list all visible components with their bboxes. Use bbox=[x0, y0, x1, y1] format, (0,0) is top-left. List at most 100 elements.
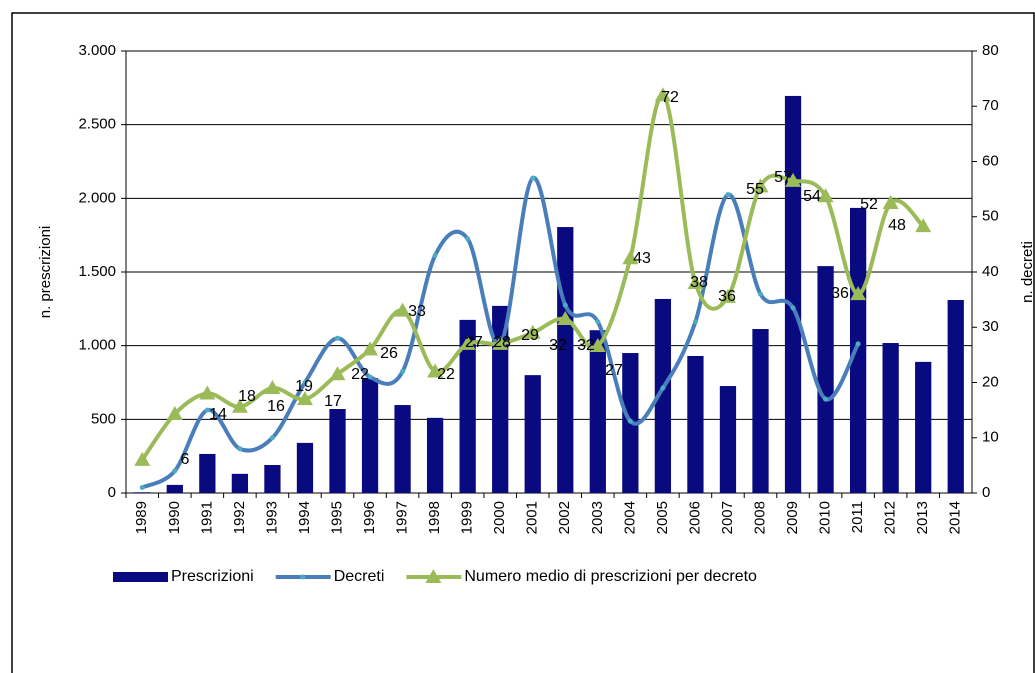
point bbox=[622, 250, 639, 265]
x-tick-label: 2013 bbox=[914, 501, 931, 534]
point bbox=[790, 305, 796, 311]
point bbox=[719, 288, 736, 303]
legend-marker bbox=[300, 574, 306, 580]
point bbox=[432, 252, 438, 258]
x-tick-label: 1991 bbox=[198, 501, 215, 534]
point bbox=[237, 446, 243, 452]
y2-tick-label: 20 bbox=[982, 373, 999, 390]
bar bbox=[426, 417, 444, 493]
point bbox=[394, 302, 411, 317]
bar bbox=[329, 409, 346, 493]
data-label: 6 bbox=[181, 451, 190, 468]
x-tick-label: 2008 bbox=[751, 501, 768, 534]
point bbox=[362, 341, 379, 356]
data-label: 27 bbox=[605, 362, 623, 379]
point bbox=[459, 335, 476, 350]
bar bbox=[394, 405, 411, 493]
x-tick-label: 2007 bbox=[719, 501, 736, 534]
point bbox=[660, 385, 666, 391]
data-label: 52 bbox=[860, 196, 878, 213]
point bbox=[589, 338, 606, 353]
bar bbox=[752, 329, 769, 493]
bar bbox=[557, 227, 574, 493]
data-label: 72 bbox=[661, 89, 679, 106]
y2-tick-label: 40 bbox=[982, 263, 999, 280]
point bbox=[264, 380, 281, 395]
bar bbox=[199, 453, 216, 493]
y-tick-label: 1.000 bbox=[78, 337, 116, 354]
data-label: 38 bbox=[690, 274, 708, 291]
data-label: 55 bbox=[746, 181, 764, 198]
legend-marker bbox=[425, 569, 442, 583]
point bbox=[524, 324, 541, 339]
y-tick-label: 500 bbox=[91, 410, 116, 427]
data-label: 22 bbox=[351, 366, 369, 383]
point bbox=[562, 302, 568, 308]
point bbox=[134, 451, 151, 466]
data-label: 32 bbox=[577, 337, 595, 354]
x-tick-label: 1992 bbox=[231, 501, 248, 534]
bar bbox=[134, 492, 151, 493]
data-label: 22 bbox=[437, 366, 455, 383]
point bbox=[427, 363, 444, 378]
y2-axis-title: n. decreti bbox=[1019, 241, 1035, 303]
point bbox=[687, 275, 704, 290]
point bbox=[530, 175, 536, 181]
y2-tick-label: 10 bbox=[982, 429, 999, 446]
point bbox=[492, 335, 509, 350]
y-axis-title: n. prescrizioni bbox=[37, 226, 54, 319]
data-label: 17 bbox=[324, 393, 342, 410]
point bbox=[752, 178, 769, 193]
x-tick-label: 2003 bbox=[589, 501, 606, 534]
x-tick-label: 1989 bbox=[133, 501, 150, 534]
legend-swatch bbox=[113, 572, 168, 582]
data-label: 14 bbox=[209, 406, 227, 423]
x-tick-label: 2014 bbox=[947, 501, 964, 534]
data-label: 43 bbox=[633, 250, 651, 267]
legend-label: Decreti bbox=[334, 568, 385, 585]
point bbox=[269, 435, 275, 441]
line bbox=[141, 176, 860, 490]
point bbox=[296, 391, 313, 406]
point bbox=[725, 192, 731, 198]
data-label: 27 bbox=[465, 334, 483, 351]
point bbox=[595, 319, 601, 325]
point bbox=[199, 385, 216, 400]
bar bbox=[296, 442, 314, 493]
bar bbox=[524, 375, 541, 493]
point bbox=[139, 484, 145, 490]
data-label: 16 bbox=[267, 398, 285, 415]
x-tick-label: 2009 bbox=[784, 501, 801, 534]
x-tick-label: 1990 bbox=[166, 501, 183, 534]
bar bbox=[264, 465, 281, 493]
y2-tick-label: 30 bbox=[982, 318, 999, 335]
point bbox=[302, 380, 308, 385]
x-tick-label: 2010 bbox=[817, 501, 834, 534]
x-tick-label: 1998 bbox=[426, 501, 443, 534]
point bbox=[785, 172, 802, 187]
x-tick-label: 1993 bbox=[263, 501, 280, 534]
data-label: 29 bbox=[521, 327, 539, 344]
y2-tick-label: 70 bbox=[982, 97, 999, 114]
x-tick-label: 2000 bbox=[491, 501, 508, 534]
point bbox=[204, 407, 210, 413]
bar bbox=[882, 343, 899, 493]
x-tick-label: 2011 bbox=[849, 501, 866, 533]
data-label: 33 bbox=[408, 303, 426, 320]
x-tick-label: 2005 bbox=[654, 501, 671, 534]
bar bbox=[947, 299, 964, 493]
data-label: 18 bbox=[238, 388, 256, 405]
y-tick-label: 1.500 bbox=[78, 263, 116, 280]
frame bbox=[11, 12, 1035, 673]
x-tick-label: 2004 bbox=[621, 501, 638, 534]
bar bbox=[589, 330, 606, 493]
x-tick-label: 2012 bbox=[882, 501, 899, 534]
x-tick-label: 2006 bbox=[686, 501, 703, 534]
data-label: 48 bbox=[888, 217, 906, 234]
point bbox=[855, 341, 861, 347]
bar bbox=[654, 298, 672, 493]
y-tick-label: 0 bbox=[108, 484, 116, 501]
x-tick-label: 1999 bbox=[459, 501, 476, 534]
y2-tick-label: 0 bbox=[982, 484, 990, 501]
